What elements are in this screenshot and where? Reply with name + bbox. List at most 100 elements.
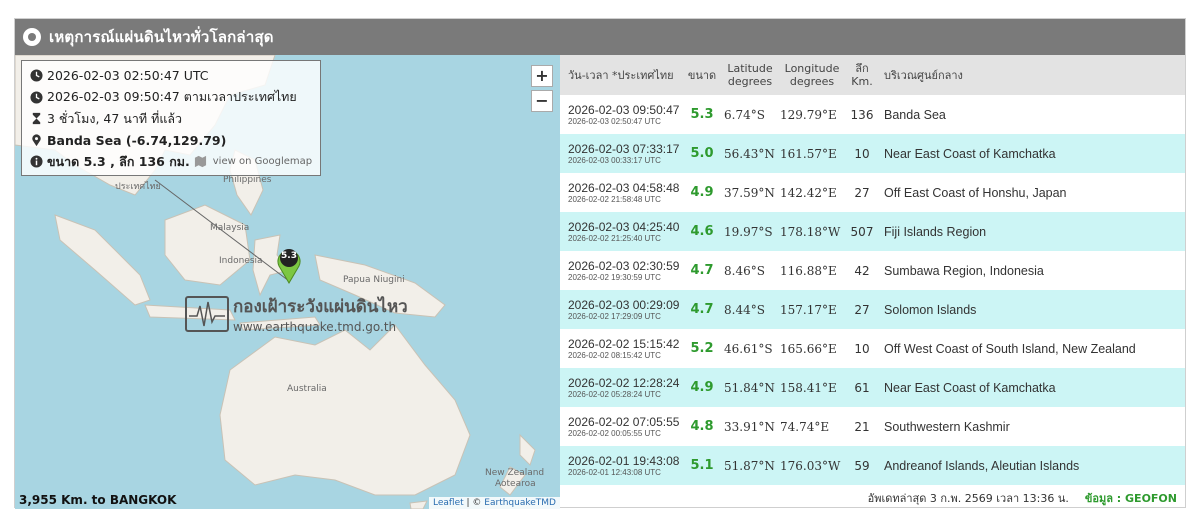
cell-longitude: 157.17°E (780, 302, 837, 317)
map-label-malaysia: Malaysia (210, 223, 250, 233)
cell-local-time: 2026-02-02 15:15:42 (568, 337, 680, 351)
cell-latitude: 46.61°S (724, 341, 773, 356)
cell-region: Fiji Islands Region (884, 224, 987, 239)
cell-longitude: 116.88°E (780, 263, 837, 278)
table-row[interactable]: 2026-02-03 04:25:40 2026-02-02 21:25:40 U… (560, 212, 1185, 251)
map-attribution: Leaflet | © EarthquakeTMD (429, 497, 560, 509)
cell-utc-time: 2026-02-02 00:05:55 UTC (568, 429, 661, 438)
map-label-indonesia: Indonesia (219, 256, 263, 266)
cell-magnitude: 5.0 (690, 146, 714, 161)
table-row[interactable]: 2026-02-02 15:15:42 2026-02-02 08:15:42 U… (560, 329, 1185, 368)
cell-datetime: 2026-02-02 15:15:42 2026-02-02 08:15:42 U… (560, 329, 682, 368)
map-label-philippines: Philippines (223, 175, 272, 185)
data-source[interactable]: ข้อมูล : GEOFON (1084, 492, 1177, 505)
cell-region: Near East Coast of Kamchatka (884, 146, 1056, 161)
table-row[interactable]: 2026-02-03 07:33:17 2026-02-03 00:33:17 U… (560, 134, 1185, 173)
map-pin-icon (32, 134, 41, 146)
cell-latitude: 19.97°S (724, 224, 773, 239)
cell-magnitude: 4.9 (690, 380, 714, 395)
table-row[interactable]: 2026-02-03 00:29:09 2026-02-02 17:29:09 U… (560, 290, 1185, 329)
header-datetime: วัน-เวลา *ประเทศไทย (568, 68, 674, 82)
cell-longitude: 161.57°E (780, 146, 837, 161)
cell-depth: 136 (850, 107, 874, 122)
map-icon (194, 156, 206, 168)
cell-region: Banda Sea (884, 107, 946, 122)
zoom-in-button[interactable]: + (531, 65, 553, 87)
cell-datetime: 2026-02-03 04:25:40 2026-02-02 21:25:40 U… (560, 212, 682, 251)
cell-local-time: 2026-02-03 02:30:59 (568, 259, 680, 273)
info-thai-time: 2026-02-03 09:50:47 ตามเวลาประเทศไทย (47, 89, 297, 105)
cell-depth: 61 (854, 380, 870, 395)
watermark-name: กองเฝ้าระวังแผ่นดินไหว (233, 297, 408, 317)
table-body: 2026-02-03 09:50:47 2026-02-03 02:50:47 U… (560, 95, 1185, 485)
table-row[interactable]: 2026-02-03 04:58:48 2026-02-02 21:58:48 U… (560, 173, 1185, 212)
cell-datetime: 2026-02-01 19:43:08 2026-02-01 12:43:08 U… (560, 446, 682, 485)
info-utc-time: 2026-02-03 02:50:47 UTC (47, 68, 209, 84)
cell-latitude: 56.43°N (724, 146, 775, 161)
cell-depth: 59 (854, 458, 870, 473)
cell-magnitude: 4.6 (690, 224, 714, 239)
cell-magnitude: 4.7 (690, 302, 714, 317)
cell-datetime: 2026-02-03 09:50:47 2026-02-03 02:50:47 U… (560, 95, 682, 134)
cell-depth: 27 (854, 302, 870, 317)
cell-local-time: 2026-02-02 12:28:24 (568, 376, 680, 390)
cell-latitude: 51.84°N (724, 380, 775, 395)
attribution-separator: | © (463, 498, 485, 508)
info-thai-row: 2026-02-03 09:50:47 ตามเวลาประเทศไทย (30, 87, 312, 109)
seismograph-icon (185, 295, 229, 332)
map-label-thailand: ประเทศไทย (115, 182, 161, 192)
cell-utc-time: 2026-02-02 19:30:59 UTC (568, 273, 661, 282)
tmd-link[interactable]: EarthquakeTMD (484, 498, 556, 508)
table-row[interactable]: 2026-02-03 09:50:47 2026-02-03 02:50:47 U… (560, 95, 1185, 134)
cell-local-time: 2026-02-03 07:33:17 (568, 142, 680, 156)
record-icon (23, 28, 41, 46)
table-row[interactable]: 2026-02-02 12:28:24 2026-02-02 05:28:24 U… (560, 368, 1185, 407)
cell-magnitude: 5.2 (690, 341, 714, 356)
cell-region: Off West Coast of South Island, New Zeal… (884, 341, 1136, 356)
table-row[interactable]: 2026-02-01 19:43:08 2026-02-01 12:43:08 U… (560, 446, 1185, 485)
header-depth: ลึก Km. (846, 55, 878, 95)
cell-utc-time: 2026-02-01 12:43:08 UTC (568, 468, 661, 477)
table-row[interactable]: 2026-02-03 02:30:59 2026-02-02 19:30:59 U… (560, 251, 1185, 290)
leaflet-link[interactable]: Leaflet (433, 498, 464, 508)
cell-local-time: 2026-02-01 19:43:08 (568, 454, 680, 468)
cell-depth: 21 (854, 419, 870, 434)
cell-latitude: 37.59°N (724, 185, 775, 200)
cell-region: Solomon Islands (884, 302, 977, 317)
cell-datetime: 2026-02-03 07:33:17 2026-02-03 00:33:17 U… (560, 134, 682, 173)
earthquake-map[interactable]: ประเทศไทย Philippines Malaysia Indonesia… (15, 55, 560, 509)
cell-region: Sumbawa Region, Indonesia (884, 263, 1044, 278)
tmd-watermark: กองเฝ้าระวังแผ่นดินไหว www.earthquake.tm… (185, 293, 408, 334)
googlemap-link[interactable]: view on Googlemap (212, 156, 313, 168)
cell-longitude: 74.74°E (780, 419, 830, 434)
cell-longitude: 176.03°W (780, 458, 841, 473)
header-latitude: Latitude degrees (722, 55, 778, 95)
cell-depth: 507 (850, 224, 874, 239)
cell-depth: 42 (854, 263, 870, 278)
info-location-row: Banda Sea (-6.74,129.79) (30, 130, 312, 152)
table-row[interactable]: 2026-02-02 07:05:55 2026-02-02 00:05:55 U… (560, 407, 1185, 446)
cell-region: Off East Coast of Honshu, Japan (884, 185, 1067, 200)
cell-longitude: 142.42°E (780, 185, 837, 200)
cell-region: Andreanof Islands, Aleutian Islands (884, 458, 1080, 473)
cell-datetime: 2026-02-03 02:30:59 2026-02-02 19:30:59 U… (560, 251, 682, 290)
info-icon (30, 155, 43, 168)
map-label-nz-maori: Aotearoa (495, 479, 536, 489)
info-utc-row: 2026-02-03 02:50:47 UTC (30, 65, 312, 87)
cell-latitude: 8.46°S (724, 263, 765, 278)
table-header-row: วัน-เวลา *ประเทศไทย ขนาด Latitude degrees… (560, 55, 1185, 95)
info-location: Banda Sea (-6.74,129.79) (47, 132, 227, 148)
epicenter-marker[interactable]: 5.3 (277, 246, 301, 288)
clock-icon (30, 91, 43, 104)
cell-utc-time: 2026-02-03 00:33:17 UTC (568, 156, 661, 165)
cell-local-time: 2026-02-03 09:50:47 (568, 103, 680, 117)
cell-magnitude: 5.3 (690, 107, 714, 122)
cell-depth: 10 (854, 146, 870, 161)
widget-header: เหตุการณ์แผ่นดินไหวทั่วโลกล่าสุด (15, 19, 1185, 55)
cell-latitude: 6.74°S (724, 107, 765, 122)
zoom-out-button[interactable]: − (531, 90, 553, 112)
header-longitude-1: Longitude (784, 62, 840, 75)
cell-longitude: 165.66°E (780, 341, 837, 356)
cell-utc-time: 2026-02-03 02:50:47 UTC (568, 117, 661, 126)
header-magnitude: ขนาด (687, 68, 717, 82)
